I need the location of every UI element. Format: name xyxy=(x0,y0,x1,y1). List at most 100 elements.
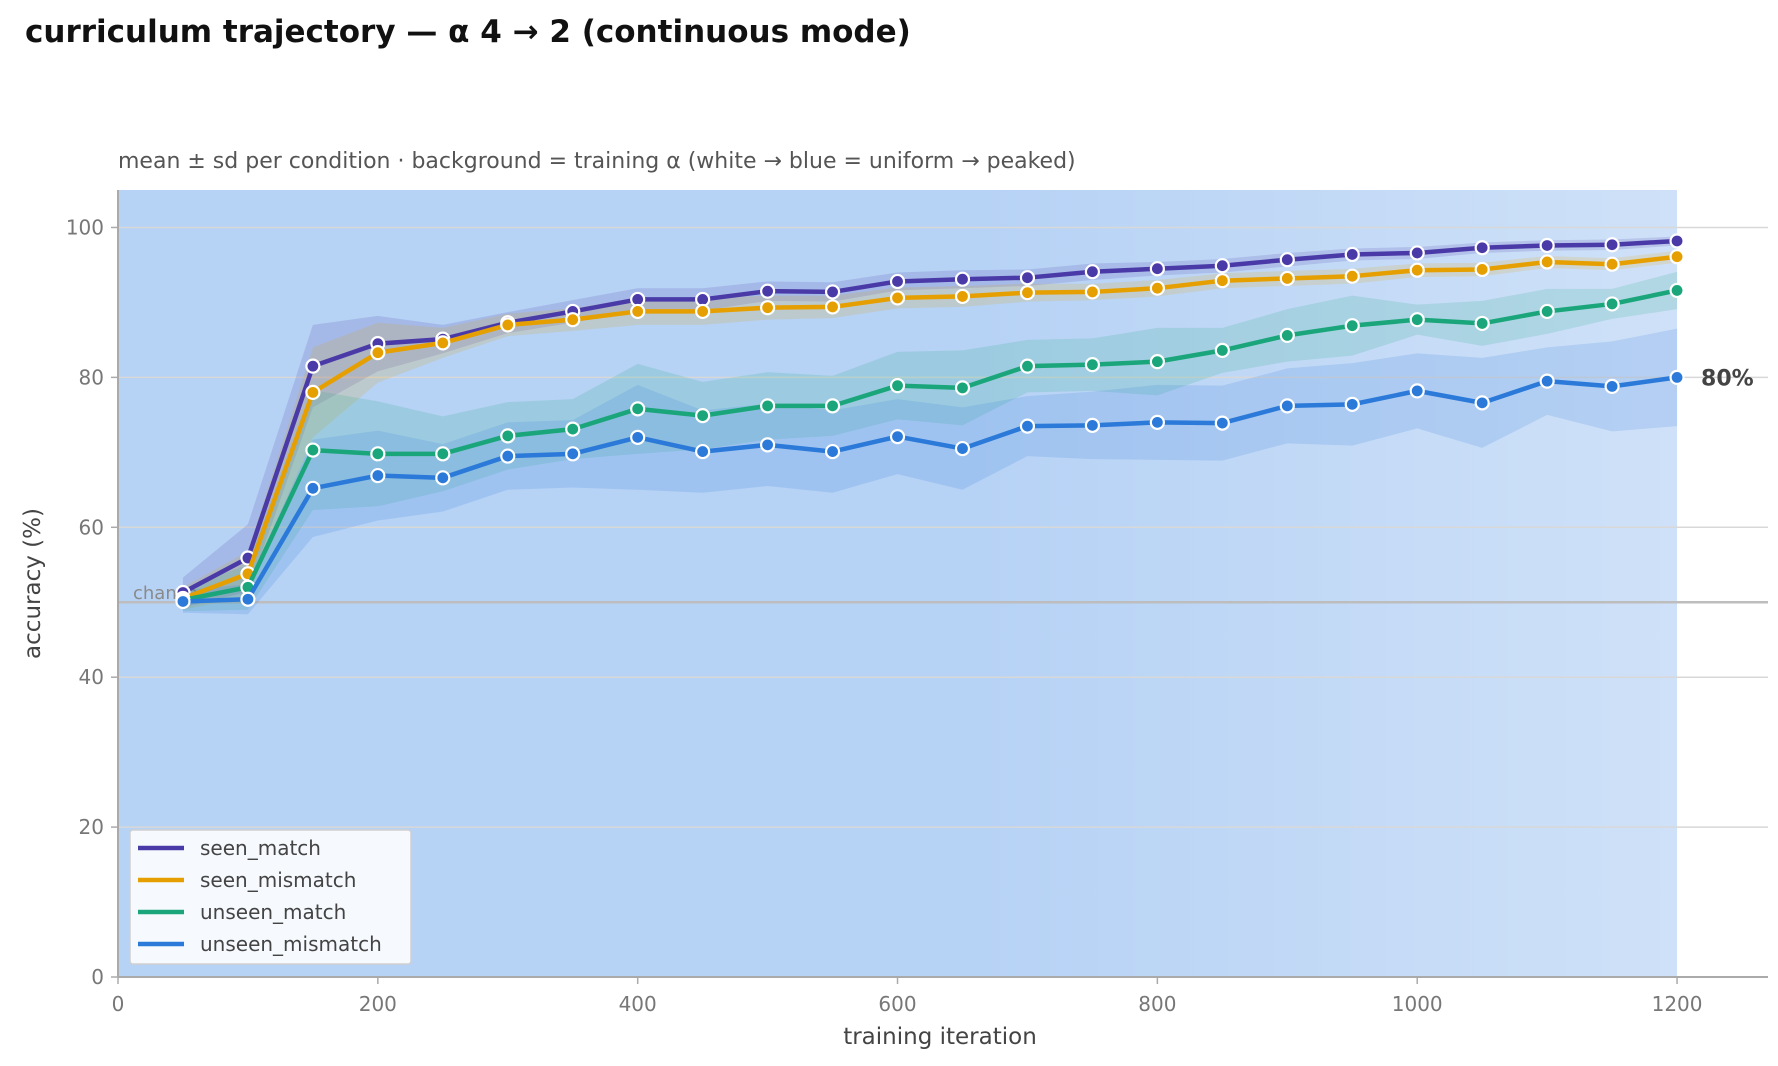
chart-title: curriculum trajectory — α 4 → 2 (continu… xyxy=(25,14,911,50)
data-point-unseen_mismatch-950 xyxy=(1344,396,1360,412)
data-point-seen_match-150 xyxy=(305,358,321,374)
data-point-seen_mismatch-850 xyxy=(1214,273,1230,289)
data-point-unseen_mismatch-1200 xyxy=(1669,369,1685,385)
data-point-unseen_mismatch-550 xyxy=(824,443,841,460)
data-point-unseen_match-650 xyxy=(954,380,971,396)
x-tick-label-1000: 1000 xyxy=(1392,992,1443,1016)
data-point-seen_mismatch-300 xyxy=(500,317,516,333)
legend-label-unseen_mismatch: unseen_mismatch xyxy=(200,932,382,956)
data-point-seen_mismatch-400 xyxy=(630,303,646,320)
data-point-unseen_mismatch-100 xyxy=(240,591,256,607)
data-point-seen_match-500 xyxy=(760,283,776,299)
series-line-unseen_mismatch xyxy=(182,375,1678,604)
data-point-unseen_mismatch-450 xyxy=(695,443,711,460)
data-point-seen_mismatch-1200 xyxy=(1669,249,1685,265)
x-tick-label-200: 200 xyxy=(359,992,397,1016)
y-tick-label-80: 80 xyxy=(79,365,104,389)
series-lines xyxy=(175,233,1685,610)
data-point-unseen_match-850 xyxy=(1214,342,1230,358)
grid-lines xyxy=(118,226,1768,828)
data-point-unseen_mismatch-800 xyxy=(1149,414,1165,430)
data-point-unseen_mismatch-200 xyxy=(370,467,386,484)
data-point-seen_mismatch-600 xyxy=(889,290,906,306)
final-value-label: 80% xyxy=(1701,366,1754,391)
data-point-unseen_match-1050 xyxy=(1474,315,1490,332)
data-point-unseen_mismatch-600 xyxy=(889,428,906,445)
data-point-seen_mismatch-500 xyxy=(760,300,776,316)
y-tick-label-0: 0 xyxy=(91,965,104,989)
data-point-seen_match-1050 xyxy=(1474,240,1490,256)
data-point-unseen_mismatch-900 xyxy=(1279,398,1295,414)
data-point-unseen_mismatch-1100 xyxy=(1539,373,1555,389)
data-point-unseen_match-750 xyxy=(1084,357,1101,373)
data-point-seen_mismatch-800 xyxy=(1149,280,1165,296)
y-tick-label-20: 20 xyxy=(79,815,104,839)
y-tick-label-100: 100 xyxy=(66,215,104,239)
data-point-seen_mismatch-1150 xyxy=(1604,256,1620,272)
data-point-unseen_match-900 xyxy=(1279,327,1295,344)
data-point-unseen_match-1150 xyxy=(1604,296,1620,312)
legend-box xyxy=(129,829,412,965)
legend-label-seen_mismatch: seen_mismatch xyxy=(200,868,356,892)
data-point-unseen_mismatch-500 xyxy=(760,437,776,453)
data-point-seen_match-1100 xyxy=(1539,237,1555,254)
data-point-seen_mismatch-350 xyxy=(565,312,581,328)
data-point-unseen_match-800 xyxy=(1149,354,1165,370)
data-point-unseen_match-150 xyxy=(305,442,321,458)
data-point-seen_mismatch-200 xyxy=(370,345,386,361)
data-point-unseen_mismatch-750 xyxy=(1084,417,1101,433)
data-point-seen_match-800 xyxy=(1149,261,1165,277)
data-point-unseen_match-700 xyxy=(1019,358,1036,374)
data-point-seen_match-650 xyxy=(954,271,971,287)
data-point-seen_match-700 xyxy=(1019,270,1036,286)
data-point-seen_match-600 xyxy=(889,273,906,290)
x-tick-label-0: 0 xyxy=(112,992,125,1016)
data-point-unseen_mismatch-250 xyxy=(435,470,451,486)
data-point-unseen_match-200 xyxy=(370,446,386,462)
x-axis-label: training iteration xyxy=(843,1024,1037,1050)
sd-band-unseen_mismatch xyxy=(182,328,1678,615)
data-point-unseen_mismatch-1050 xyxy=(1474,395,1490,411)
data-point-seen_match-550 xyxy=(824,284,841,300)
y-axis-label: accuracy (%) xyxy=(20,508,46,659)
data-point-unseen_mismatch-350 xyxy=(565,446,581,462)
data-point-seen_mismatch-650 xyxy=(954,288,971,305)
data-point-seen_match-850 xyxy=(1214,258,1230,274)
data-point-seen_mismatch-150 xyxy=(305,384,321,400)
data-point-seen_mismatch-1050 xyxy=(1474,261,1490,278)
y-tick-label-60: 60 xyxy=(79,515,104,539)
data-point-seen_match-950 xyxy=(1344,246,1360,263)
data-point-seen_mismatch-250 xyxy=(435,335,451,351)
legend: seen_match seen_mismatch unseen_matchunsee… xyxy=(129,829,412,965)
sd-band-unseen_match xyxy=(182,271,1678,612)
data-point-unseen_mismatch-850 xyxy=(1214,415,1230,431)
data-point-unseen_match-350 xyxy=(565,421,581,437)
data-point-unseen_match-400 xyxy=(630,401,646,417)
data-point-unseen_mismatch-50 xyxy=(175,593,191,610)
data-point-unseen_match-950 xyxy=(1344,318,1360,334)
data-point-unseen_match-450 xyxy=(695,408,711,424)
data-point-unseen_match-250 xyxy=(435,446,451,462)
data-point-seen_mismatch-550 xyxy=(824,299,841,315)
data-point-seen_mismatch-700 xyxy=(1019,285,1036,301)
x-tick-label-800: 800 xyxy=(1138,992,1176,1016)
data-point-unseen_match-1000 xyxy=(1409,312,1425,328)
legend-label-seen_match: seen_match xyxy=(200,836,321,860)
axes xyxy=(117,190,1768,978)
data-point-seen_match-900 xyxy=(1279,252,1295,268)
data-point-unseen_mismatch-1000 xyxy=(1409,383,1425,399)
data-point-seen_mismatch-450 xyxy=(695,303,711,320)
chart-subtitle: mean ± sd per condition · background = t… xyxy=(118,149,1076,174)
data-point-seen_mismatch-950 xyxy=(1344,268,1360,284)
data-point-unseen_mismatch-700 xyxy=(1019,418,1036,434)
data-point-unseen_mismatch-150 xyxy=(305,480,321,496)
y-tick-label-40: 40 xyxy=(79,665,104,689)
tick-labels: 0 200 400 600 800 1000 1200 0 20 40 60 80 100 xyxy=(66,215,1703,1016)
series-line-seen_mismatch xyxy=(182,254,1678,601)
x-tick-label-400: 400 xyxy=(619,992,657,1016)
data-point-seen_match-750 xyxy=(1084,264,1101,280)
data-point-unseen_match-600 xyxy=(889,378,906,394)
data-point-unseen_match-1200 xyxy=(1669,282,1685,299)
sd-bands xyxy=(182,236,1678,615)
